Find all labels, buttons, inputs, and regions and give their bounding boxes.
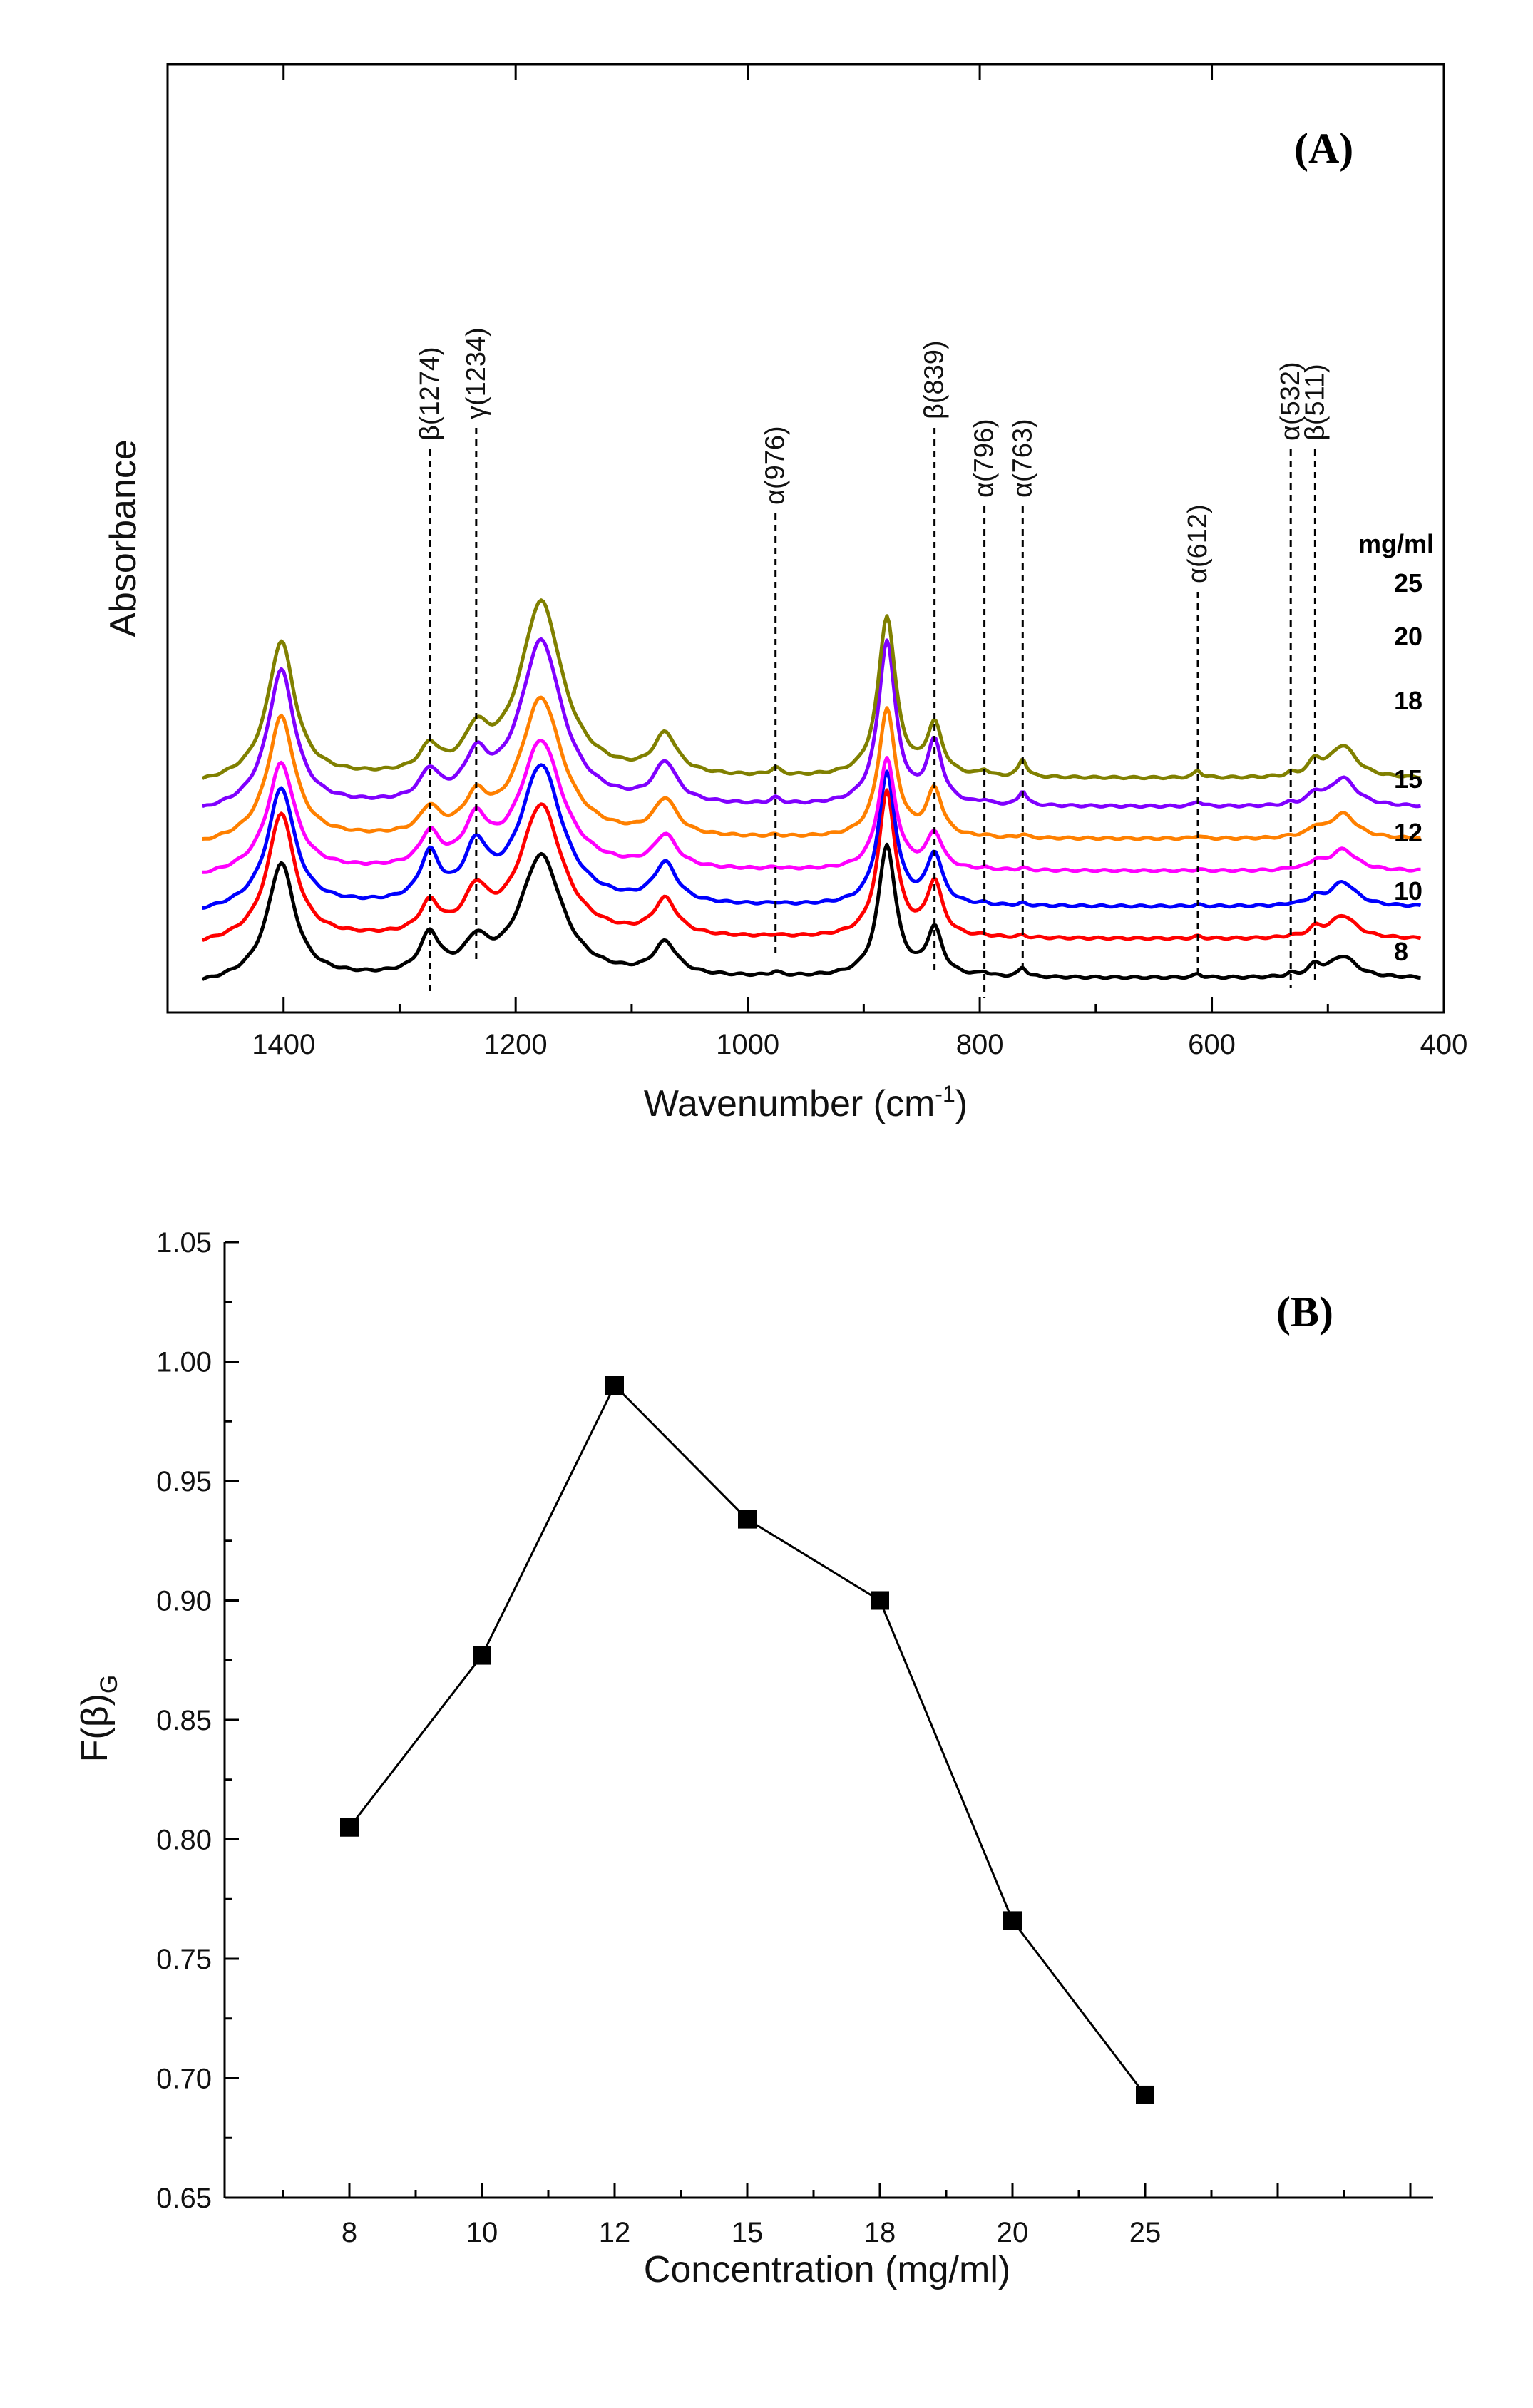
concentration-label-8: 8 <box>1394 937 1408 966</box>
b-y-tick-label: 0.65 <box>156 2183 212 2214</box>
panel-a-x-ticks: 1400 1200 1000 800 600 400 <box>166 64 1468 1060</box>
f-beta-line <box>348 1383 1147 2096</box>
peak-label-511: β(511) <box>1300 364 1330 441</box>
b-x-tick-label-25: 25 <box>1129 2217 1162 2248</box>
panel-a-y-axis-title: Absorbance <box>103 439 144 637</box>
spectrum-20-mgml <box>202 637 1421 809</box>
b-y-tick-label: 0.90 <box>156 1586 212 1617</box>
b-y-tick-label: 0.80 <box>156 1825 212 1856</box>
concentration-label-10: 10 <box>1394 876 1422 906</box>
b-x-tick-label-10: 10 <box>466 2217 498 2248</box>
a-x-tick-label-800: 800 <box>956 1029 1004 1060</box>
data-point-18-mgml <box>871 1591 889 1610</box>
b-y-tick-label: 0.75 <box>156 1944 212 1975</box>
data-point-8-mgml <box>340 1818 359 1837</box>
panel-b-fraction-chart: 0.65 0.70 0.75 0.80 0.85 0.90 0.95 1.00 1.05 8 10… <box>74 1227 1433 2290</box>
b-x-tick-label-20: 20 <box>997 2217 1029 2248</box>
a-x-tick-label-1200: 1200 <box>484 1029 548 1060</box>
panel-b-x-ticks: 8 10 12 15 18 20 25 <box>282 2183 1412 2248</box>
panel-b-x-axis-title: Concentration (mg/ml) <box>644 2249 1010 2290</box>
peak-label-612: α(612) <box>1183 504 1213 583</box>
data-point-15-mgml <box>738 1510 757 1529</box>
b-y-tick-label: 0.70 <box>156 2064 212 2095</box>
data-point-12-mgml <box>605 1376 624 1395</box>
concentration-label-20: 20 <box>1394 622 1422 651</box>
panel-b-y-ticks: 0.65 0.70 0.75 0.80 0.85 0.90 0.95 1.00 1.05 <box>156 1227 239 2214</box>
data-point-10-mgml <box>473 1646 491 1665</box>
b-y-tick-label: 0.95 <box>156 1466 212 1497</box>
data-point-20-mgml <box>1003 1911 1022 1930</box>
spectrum-12-mgml <box>202 763 1422 910</box>
b-x-tick-label-8: 8 <box>342 2217 357 2248</box>
spectrum-15-mgml <box>202 739 1421 874</box>
b-y-tick-label: 1.05 <box>156 1227 212 1259</box>
spectrum-10-mgml <box>201 788 1422 943</box>
panel-a-series-group <box>201 598 1422 981</box>
b-y-tick-label: 0.85 <box>156 1705 212 1736</box>
a-x-tick-label-1000: 1000 <box>716 1029 779 1060</box>
spectrum-25-mgml <box>201 598 1421 781</box>
b-x-tick-label-15: 15 <box>732 2217 764 2248</box>
a-x-tick-label-1400: 1400 <box>252 1029 315 1060</box>
peak-label-1274: β(1274) <box>415 347 445 441</box>
panel-a-concentration-labels: 8 10 12 15 18 20 25 <box>1394 568 1422 966</box>
peak-label-763: α(763) <box>1008 419 1037 498</box>
b-x-tick-label-12: 12 <box>599 2217 631 2248</box>
spectrum-18-mgml <box>202 695 1421 841</box>
concentration-label-12: 12 <box>1394 818 1422 847</box>
peak-label-796: α(796) <box>970 419 1000 498</box>
panel-a-annotation-group: β(1274) γ(1234) α(976) β(839) α(796) α(763) α(… <box>415 327 1330 998</box>
peak-label-1234: γ(1234) <box>461 327 491 419</box>
panel-a-frame <box>166 63 1445 1014</box>
panel-a-x-axis-title: Wavenumber (cm-1) <box>644 1081 968 1124</box>
peak-label-839: β(839) <box>920 340 950 419</box>
panel-b-y-axis-title: F(β)G <box>74 1675 123 1763</box>
concentration-label-18: 18 <box>1394 686 1422 715</box>
spectrum-8-mgml <box>201 842 1421 981</box>
peak-label-532: α(532) <box>1276 362 1306 441</box>
panel-a-spectra-chart: β(1274) γ(1234) α(976) β(839) α(796) α(763) α(… <box>103 63 1468 1124</box>
concentration-label-15: 15 <box>1394 764 1422 794</box>
a-x-tick-label-600: 600 <box>1188 1029 1236 1060</box>
concentration-label-25: 25 <box>1394 568 1422 598</box>
a-x-tick-label-400: 400 <box>1420 1029 1468 1060</box>
panel-a-tag: (A) <box>1294 125 1353 172</box>
panel-b-series <box>340 1376 1154 2104</box>
legend-title: mg/ml <box>1358 529 1434 558</box>
b-x-tick-label-18: 18 <box>864 2217 896 2248</box>
data-point-25-mgml <box>1136 2085 1154 2104</box>
b-y-tick-label: 1.00 <box>156 1347 212 1378</box>
panel-b-tag: (B) <box>1276 1288 1333 1336</box>
peak-label-976: α(976) <box>761 426 791 505</box>
